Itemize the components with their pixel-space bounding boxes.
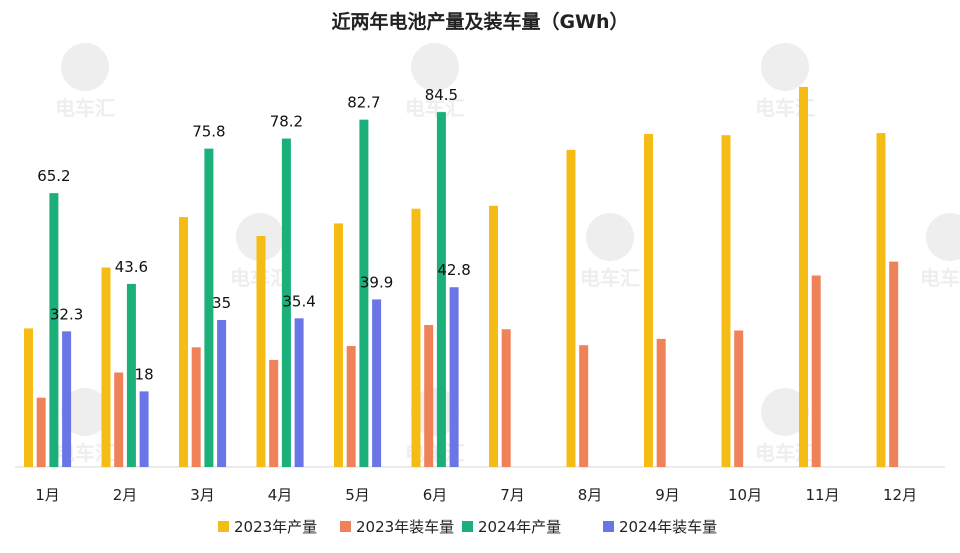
data-label: 65.2 xyxy=(37,167,70,185)
chart-title: 近两年电池产量及装车量（GWh） xyxy=(331,10,628,33)
legend: 2023年产量 2023年装车量 2024年产量 2024年装车量 xyxy=(218,518,717,536)
bar-2023年产量-11月 xyxy=(799,86,808,468)
watermark-layer: 电车汇电车汇电车汇电车汇电车汇电车汇电车汇电车汇电车汇 xyxy=(55,43,960,465)
bar-2023年装车量-4月 xyxy=(269,359,279,467)
bar-2024年装车量-6月 xyxy=(449,287,459,467)
data-label: 82.7 xyxy=(347,94,380,112)
legend-swatch xyxy=(340,521,351,532)
data-label: 43.6 xyxy=(115,258,148,276)
legend-swatch xyxy=(462,521,473,532)
svg-text:电车汇: 电车汇 xyxy=(55,96,115,120)
data-label: 78.2 xyxy=(270,113,303,131)
bar-2023年装车量-1月 xyxy=(36,397,46,467)
bar-2023年装车量-6月 xyxy=(424,325,434,467)
x-ticks-layer: 1月 2月 3月 4月 5月 6月 7月 8月 9月 10月 11月 12月 xyxy=(35,486,917,504)
x-tick-label: 4月 xyxy=(268,486,293,504)
data-label: 39.9 xyxy=(360,273,393,291)
bar-2023年产量-5月 xyxy=(334,223,343,467)
x-tick-label: 2月 xyxy=(113,486,138,504)
x-tick-label: 6月 xyxy=(423,486,448,504)
bar-2023年产量-10月 xyxy=(721,135,731,467)
data-label: 32.3 xyxy=(50,305,83,323)
bar-2024年装车量-1月 xyxy=(62,331,72,467)
bar-2023年装车量-3月 xyxy=(191,347,201,467)
bar-2023年装车量-7月 xyxy=(501,329,511,467)
x-tick-label: 5月 xyxy=(345,486,370,504)
legend-label: 2023年装车量 xyxy=(356,518,454,536)
watermark-logo: 电车汇 xyxy=(405,43,465,120)
bar-2023年装车量-8月 xyxy=(579,345,589,467)
bar-2023年产量-6月 xyxy=(411,208,421,467)
bar-2024年装车量-4月 xyxy=(294,318,304,467)
bar-2023年产量-9月 xyxy=(644,133,653,467)
x-tick-label: 11月 xyxy=(806,486,840,504)
legend-label: 2024年产量 xyxy=(478,518,561,536)
x-tick-label: 3月 xyxy=(190,486,215,504)
x-tick-label: 1月 xyxy=(35,486,60,504)
data-label: 42.8 xyxy=(437,261,470,279)
bar-2024年装车量-5月 xyxy=(372,299,382,467)
data-label: 18 xyxy=(135,365,154,383)
legend-item: 2023年产量 xyxy=(218,518,317,536)
watermark-logo: 电车汇 xyxy=(580,213,640,290)
x-tick-label: 12月 xyxy=(883,486,917,504)
legend-item: 2024年产量 xyxy=(462,518,561,536)
legend-swatch xyxy=(603,521,614,532)
data-labels-layer: 65.2 32.3 43.6 18 75.8 35 78.2 35.4 82.7 39.9 84.5… xyxy=(37,86,471,383)
bar-2023年装车量-12月 xyxy=(889,261,899,467)
bar-2024年装车量-2月 xyxy=(139,391,149,467)
bar-2023年产量-7月 xyxy=(489,205,498,467)
legend-label: 2024年装车量 xyxy=(619,518,717,536)
bar-2023年产量-8月 xyxy=(566,149,576,467)
x-tick-label: 9月 xyxy=(655,486,680,504)
bar-2023年产量-2月 xyxy=(101,267,111,467)
x-tick-label: 7月 xyxy=(500,486,525,504)
bar-2023年装车量-11月 xyxy=(811,275,821,467)
data-label: 35 xyxy=(212,294,231,312)
watermark-logo: 电车汇 xyxy=(55,43,115,120)
watermark-logo: 电车汇 xyxy=(920,213,960,290)
bar-2023年装车量-9月 xyxy=(656,338,666,467)
x-tick-label: 8月 xyxy=(578,486,603,504)
legend-label: 2023年产量 xyxy=(234,518,317,536)
svg-text:电车汇: 电车汇 xyxy=(405,96,465,120)
bar-2023年产量-12月 xyxy=(876,133,886,467)
x-tick-label: 10月 xyxy=(728,486,762,504)
legend-item: 2024年装车量 xyxy=(603,518,717,536)
data-label: 84.5 xyxy=(425,86,458,104)
bar-2023年装车量-10月 xyxy=(734,330,744,467)
bar-2023年装车量-5月 xyxy=(346,346,356,467)
bar-2024年产量-1月 xyxy=(49,193,59,467)
bar-2023年产量-4月 xyxy=(256,236,266,467)
bar-2023年产量-3月 xyxy=(179,217,188,467)
bars-layer xyxy=(24,86,899,468)
svg-text:电车汇: 电车汇 xyxy=(580,266,640,290)
bar-2023年装车量-2月 xyxy=(114,372,124,467)
legend-swatch xyxy=(218,521,229,532)
bar-2024年产量-6月 xyxy=(436,112,446,467)
svg-text:电车汇: 电车汇 xyxy=(920,266,960,290)
data-label: 75.8 xyxy=(192,123,225,141)
bar-2024年产量-5月 xyxy=(359,119,369,467)
legend-item: 2023年装车量 xyxy=(340,518,454,536)
bar-2024年产量-4月 xyxy=(281,138,291,467)
bar-2024年产量-2月 xyxy=(126,283,136,467)
bar-2024年装车量-3月 xyxy=(217,320,227,467)
bar-2023年产量-1月 xyxy=(24,328,33,467)
bar-2024年产量-3月 xyxy=(204,148,214,467)
data-label: 35.4 xyxy=(282,292,315,310)
